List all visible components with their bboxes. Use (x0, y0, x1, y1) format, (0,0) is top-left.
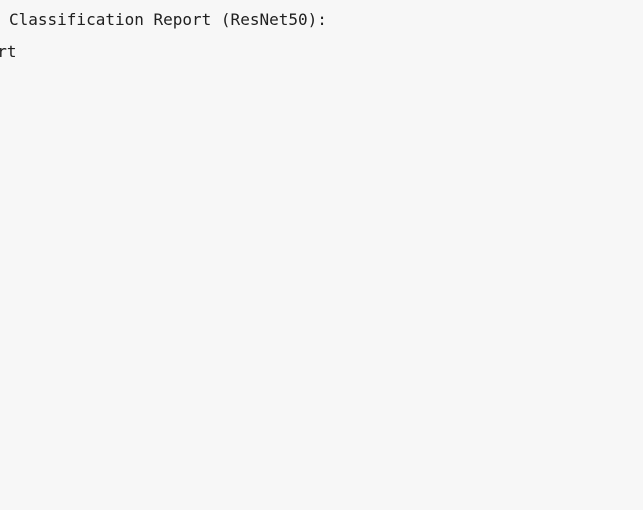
header-row: precision recall f1-score support (0, 38, 39, 67)
header-support: support (0, 42, 17, 61)
report-title-line: Classification Report (ResNet50): (0, 6, 327, 35)
report-title: Classification Report (ResNet50): (9, 10, 327, 29)
